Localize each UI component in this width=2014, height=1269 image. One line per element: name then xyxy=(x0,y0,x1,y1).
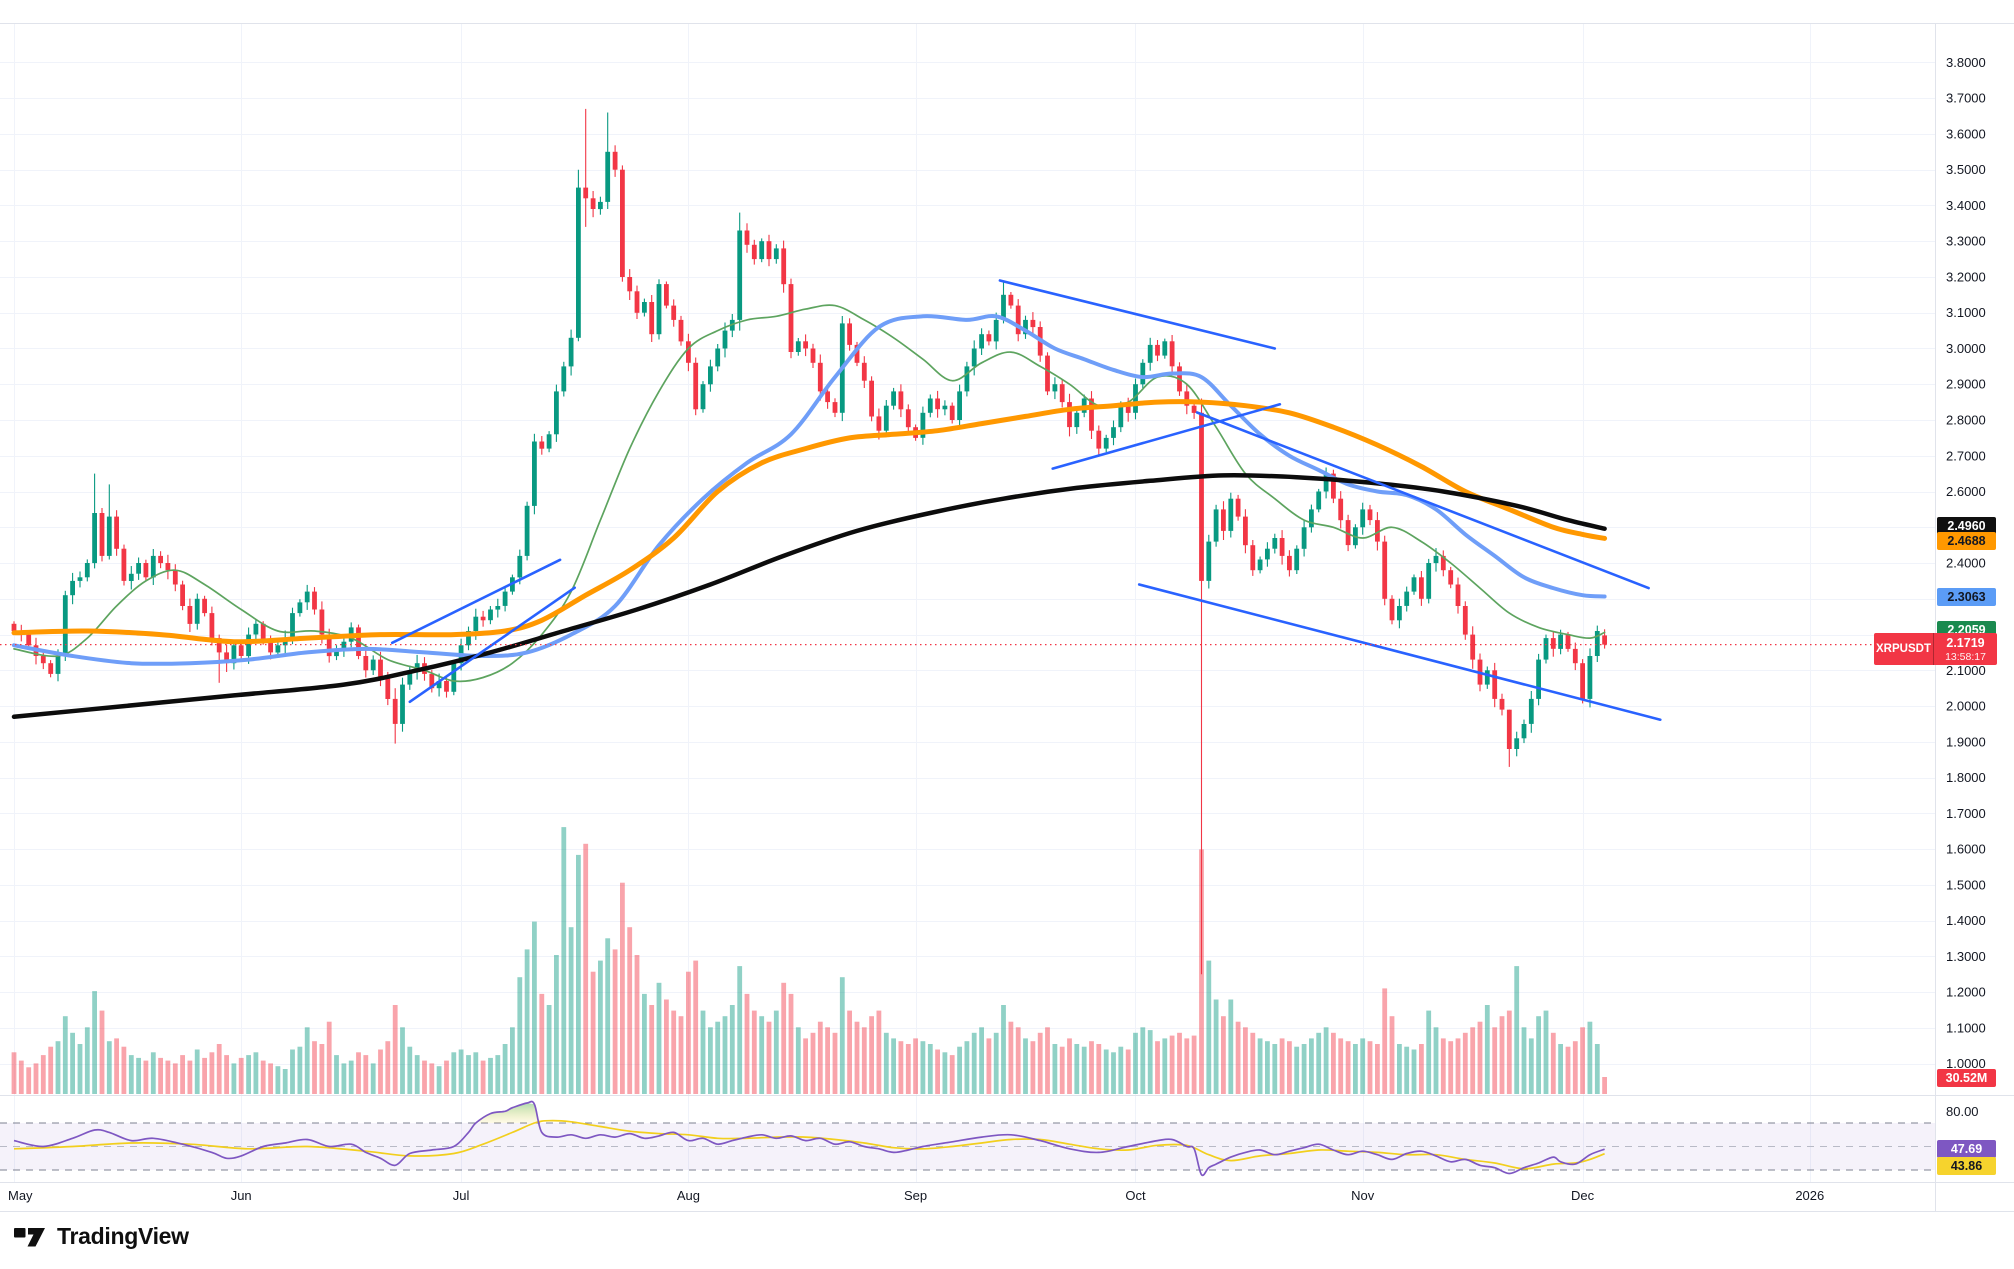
svg-text:2.7000: 2.7000 xyxy=(1946,448,1986,463)
svg-text:1.2000: 1.2000 xyxy=(1946,985,1986,1000)
pane-separators[interactable] xyxy=(0,23,2014,1212)
rsi-line xyxy=(13,1100,1605,1177)
svg-text:3.8000: 3.8000 xyxy=(1946,55,1986,70)
svg-text:Aug: Aug xyxy=(677,1188,700,1203)
time-axis[interactable]: May Jun Jul Aug Sep Oct Nov Dec 2026 xyxy=(8,1188,1824,1203)
svg-text:1.0000: 1.0000 xyxy=(1946,1056,1986,1071)
svg-text:3.6000: 3.6000 xyxy=(1946,126,1986,141)
ma100-line xyxy=(11,399,1608,645)
svg-text:1.4000: 1.4000 xyxy=(1946,913,1986,928)
svg-text:Jun: Jun xyxy=(231,1188,252,1203)
svg-text:1.9000: 1.9000 xyxy=(1946,734,1986,749)
last-price-badge: XRPUSDT 2.1719 13:58:17 xyxy=(1874,633,1997,665)
svg-text:Jul: Jul xyxy=(453,1188,470,1203)
svg-text:2.0000: 2.0000 xyxy=(1946,699,1986,714)
svg-text:3.2000: 3.2000 xyxy=(1946,270,1986,285)
volume-value-badge: 30.52M xyxy=(1937,1069,1996,1087)
svg-text:May: May xyxy=(8,1188,33,1203)
svg-text:1.6000: 1.6000 xyxy=(1946,842,1986,857)
candles xyxy=(11,108,1607,975)
svg-text:3.1000: 3.1000 xyxy=(1946,305,1986,320)
ma100-price-badge: 2.4688 xyxy=(1937,532,1996,551)
svg-text:1.3000: 1.3000 xyxy=(1946,949,1986,964)
svg-text:2.1000: 2.1000 xyxy=(1946,663,1986,678)
last-price-symbol: XRPUSDT xyxy=(1874,633,1934,665)
svg-text:2.8000: 2.8000 xyxy=(1946,413,1986,428)
ma21-line xyxy=(13,304,1606,683)
svg-text:3.7000: 3.7000 xyxy=(1946,91,1986,106)
svg-text:3.0000: 3.0000 xyxy=(1946,341,1986,356)
svg-text:Sep: Sep xyxy=(904,1188,927,1203)
svg-text:Nov: Nov xyxy=(1351,1188,1375,1203)
svg-text:3.5000: 3.5000 xyxy=(1946,162,1986,177)
trend-lines[interactable] xyxy=(390,279,1662,722)
svg-text:1.8000: 1.8000 xyxy=(1946,770,1986,785)
volume-bars xyxy=(11,827,1607,1094)
last-price-value: 2.1719 xyxy=(1946,635,1985,650)
tradingview-brand[interactable]: TradingView xyxy=(14,1222,189,1250)
ma200-line xyxy=(11,472,1607,720)
tradingview-logo-text: TradingView xyxy=(57,1222,189,1249)
svg-text:Oct: Oct xyxy=(1125,1188,1146,1203)
svg-text:1.1000: 1.1000 xyxy=(1946,1020,1986,1035)
svg-text:2.4000: 2.4000 xyxy=(1946,556,1986,571)
svg-text:3.4000: 3.4000 xyxy=(1946,198,1986,213)
svg-text:3.3000: 3.3000 xyxy=(1946,234,1986,249)
svg-text:1.7000: 1.7000 xyxy=(1946,806,1986,821)
svg-text:2026: 2026 xyxy=(1795,1188,1824,1203)
svg-text:2.9000: 2.9000 xyxy=(1946,377,1986,392)
ma200-price-badge: 2.4960 xyxy=(1937,516,1996,535)
svg-text:Dec: Dec xyxy=(1571,1188,1595,1203)
rsi-pane xyxy=(0,1100,1935,1177)
ma50-price-badge: 2.3063 xyxy=(1937,587,1996,606)
rsi-ma-line xyxy=(13,1119,1605,1170)
svg-text:2.6000: 2.6000 xyxy=(1946,484,1986,499)
rsi-value-badge: 47.69 xyxy=(1937,1140,1996,1158)
rsi-ma-value-badge: 43.86 xyxy=(1937,1157,1996,1175)
rsi-axis-label: 80.00 xyxy=(1946,1104,1979,1119)
svg-text:1.5000: 1.5000 xyxy=(1946,877,1986,892)
tradingview-logo-icon xyxy=(14,1228,45,1247)
bar-countdown: 13:58:17 xyxy=(1945,650,1986,663)
